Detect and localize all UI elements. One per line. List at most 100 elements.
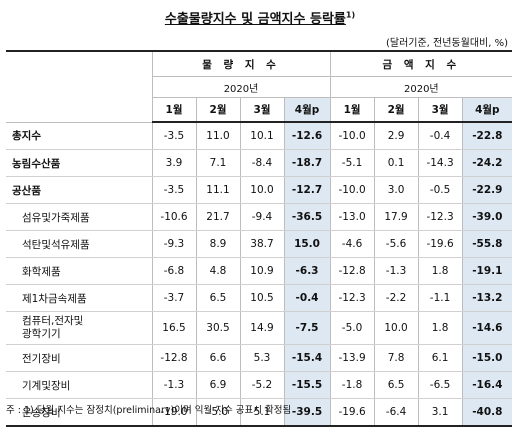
value-cell: -5.0 (195, 398, 240, 427)
row-label: 전기장비 (6, 344, 152, 372)
value-cell: 10.0 (239, 176, 284, 204)
value-cell: -4.6 (329, 230, 375, 258)
value-cell: -22.9 (461, 176, 513, 204)
value-cell: -12.7 (283, 176, 331, 204)
value-cell: -39.0 (461, 203, 513, 231)
month-header: 2월 (195, 97, 240, 123)
value-cell: -6.3 (283, 257, 331, 285)
month-header: 1월 (329, 97, 375, 123)
corner-cell (6, 50, 152, 123)
value-cell: 30.5 (195, 311, 240, 345)
value-cell: 14.9 (239, 311, 284, 345)
row-label: 공산품 (6, 176, 152, 204)
row-label-line: 광학기기 (22, 328, 61, 340)
table-row: 기계및장비 -1.3 6.9 -5.2 -15.5 -1.8 6.5 -6.5 -16.4 (6, 371, 513, 399)
value-cell: -5.0 (329, 311, 375, 345)
row-label-text: 총지수 (12, 130, 41, 143)
value-cell: -19.1 (461, 257, 513, 285)
value-cell: 11.0 (195, 122, 240, 150)
value-cell: -19.6 (417, 230, 463, 258)
value-cell: -3.5 (151, 176, 196, 204)
value-cell: -13.0 (329, 203, 375, 231)
table-row: 석탄및석유제품 -9.3 8.9 38.7 15.0 -4.6 -5.6 -19.6 -55.8 (6, 230, 513, 258)
value-cell: 1.8 (417, 311, 463, 345)
row-label: 총지수 (6, 122, 152, 150)
value-cell: 6.5 (373, 371, 419, 399)
value-cell: -10.6 (151, 203, 196, 231)
value-cell: -6.5 (417, 371, 463, 399)
value-cell: -5.2 (239, 371, 284, 399)
value-cell: -55.8 (461, 230, 513, 258)
year-header-value: 2020년 (329, 76, 513, 98)
group-header-volume: 물 량 지 수 (151, 50, 331, 77)
value-cell: -36.5 (283, 203, 331, 231)
value-cell: -7.5 (283, 311, 331, 345)
row-label-text: 제1차금속제품 (22, 292, 87, 305)
month-header: 2월 (373, 97, 419, 123)
value-cell: 6.1 (417, 344, 463, 372)
table-row: 화학제품 -6.8 4.8 10.9 -6.3 -12.8 -1.3 1.8 -19.1 (6, 257, 513, 285)
value-cell: -10.0 (329, 176, 375, 204)
value-cell: -15.0 (461, 344, 513, 372)
value-cell: -5.6 (373, 230, 419, 258)
unit-label: (달러기준, 전년동월대비, %) (385, 38, 508, 49)
row-label: 컴퓨터,전자및 광학기기 (6, 311, 152, 345)
value-cell: -22.8 (461, 122, 513, 150)
value-cell: 38.7 (239, 230, 284, 258)
table-row: 전기장비 -12.8 6.6 5.3 -15.4 -13.9 7.8 6.1 -15.0 (6, 344, 513, 372)
table-row: 농림수산품 3.9 7.1 -8.4 -18.7 -5.1 0.1 -14.3 -24.2 (6, 149, 513, 177)
value-cell: 15.0 (283, 230, 331, 258)
value-cell: -13.2 (461, 284, 513, 312)
value-cell: 10.5 (239, 284, 284, 312)
value-cell: 6.6 (195, 344, 240, 372)
value-cell: -8.4 (239, 149, 284, 177)
value-cell: 10.9 (239, 257, 284, 285)
value-cell: -1.8 (329, 371, 375, 399)
month-header: 4월p (283, 97, 331, 123)
value-cell: -15.4 (283, 344, 331, 372)
value-cell: -10.0 (329, 122, 375, 150)
value-cell: 4.8 (195, 257, 240, 285)
table-row: 공산품 -3.5 11.1 10.0 -12.7 -10.0 3.0 -0.5 -22.9 (6, 176, 513, 204)
value-cell: -16.4 (461, 371, 513, 399)
row-label-text: 공산품 (12, 184, 41, 197)
value-cell: 6.9 (195, 371, 240, 399)
value-cell: -6.4 (373, 398, 419, 427)
value-cell: -40.8 (461, 398, 513, 427)
value-cell: -3.5 (151, 122, 196, 150)
row-label: 화학제품 (6, 257, 152, 285)
value-cell: 10.0 (373, 311, 419, 345)
value-cell: -1.3 (373, 257, 419, 285)
value-cell: 2.9 (373, 122, 419, 150)
row-label-text: 석탄및석유제품 (22, 238, 90, 251)
value-cell: -19.6 (329, 398, 375, 427)
value-cell: -0.4 (283, 284, 331, 312)
value-cell: -0.5 (417, 176, 463, 204)
month-header: 1월 (151, 97, 196, 123)
value-cell: 7.8 (373, 344, 419, 372)
value-cell: -14.3 (417, 149, 463, 177)
value-cell: 6.5 (195, 284, 240, 312)
row-label-text: 섬유및가죽제품 (22, 211, 90, 224)
month-header: 3월 (239, 97, 284, 123)
footnote: 주 : 1) 당월 지수는 잠정치(preliminary)이며 익월 지수 공… (6, 405, 292, 416)
title-footnote-mark: 1) (345, 10, 356, 20)
value-cell: -9.3 (151, 230, 196, 258)
group-header-value: 금 액 지 수 (329, 50, 513, 77)
value-cell: -3.7 (151, 284, 196, 312)
row-label: 기계및장비 (6, 371, 152, 399)
row-label: 석탄및석유제품 (6, 230, 152, 258)
row-label-text: 기계및장비 (22, 379, 71, 392)
month-header: 4월p (461, 97, 513, 123)
value-cell: 8.9 (195, 230, 240, 258)
value-cell: 17.9 (373, 203, 419, 231)
value-cell: 3.1 (417, 398, 463, 427)
table-row: 제1차금속제품 -3.7 6.5 10.5 -0.4 -12.3 -2.2 -1.1 -13.2 (6, 284, 513, 312)
value-cell: 16.5 (151, 311, 196, 345)
value-cell: -1.3 (151, 371, 196, 399)
value-cell: 7.1 (195, 149, 240, 177)
month-header: 3월 (417, 97, 463, 123)
value-cell: 3.9 (151, 149, 196, 177)
value-cell: -39.5 (283, 398, 331, 427)
value-cell: 5.3 (239, 344, 284, 372)
